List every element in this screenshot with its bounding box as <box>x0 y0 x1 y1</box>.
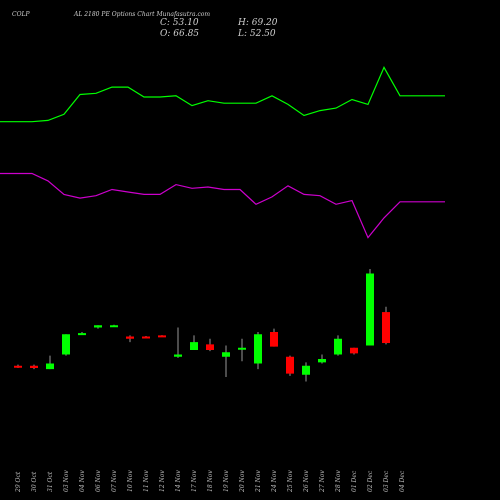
candle-body <box>110 325 118 328</box>
x-tick-label: 29 Oct <box>15 471 22 493</box>
candle-body <box>382 312 390 344</box>
candle-body <box>94 325 102 328</box>
x-tick-label: 02 Dec <box>367 470 374 492</box>
candle-body <box>302 365 310 375</box>
indicator-lines <box>0 66 445 239</box>
x-axis-ticks: 29 Oct 30 Oct 31 Oct 03 Nov 04 Nov 06 Nov 07 N… <box>15 470 406 493</box>
candle-body <box>174 354 182 357</box>
header-open: O: 66.85 <box>160 29 199 39</box>
x-tick-label: 07 Nov <box>111 470 118 492</box>
indicator-line-1 <box>0 66 445 123</box>
x-tick-label: 11 Nov <box>143 470 150 492</box>
x-tick-label: 27 Nov <box>319 470 326 493</box>
candle-body <box>254 334 262 364</box>
header-title: AL 2180 PE Options Chart Munafasutra.com <box>73 11 210 18</box>
candle-body <box>350 347 358 354</box>
candle-body <box>46 363 54 370</box>
x-tick-label: 17 Nov <box>191 470 198 492</box>
candle-body <box>30 365 38 368</box>
x-tick-label: 06 Nov <box>95 470 102 492</box>
x-tick-label: 03 Dec <box>383 470 390 492</box>
x-tick-label: 10 Nov <box>127 470 134 492</box>
header-high: H: 69.20 <box>237 18 278 28</box>
x-tick-label: 01 Dec <box>351 470 358 492</box>
candle-body <box>286 356 294 374</box>
x-tick-label: 18 Nov <box>207 470 214 492</box>
x-tick-label: 25 Nov <box>287 470 294 493</box>
x-tick-label: 31 Oct <box>47 471 54 492</box>
candle-body <box>14 365 22 368</box>
candle-body <box>190 342 198 350</box>
x-tick-label: 14 Nov <box>175 470 182 492</box>
x-tick-label: 19 Nov <box>223 470 230 492</box>
candlesticks <box>14 269 390 382</box>
x-tick-label: 04 Dec <box>399 470 406 492</box>
candle-body <box>318 359 326 363</box>
candle-body <box>334 338 342 355</box>
x-tick-label: 26 Nov <box>303 470 310 493</box>
candle-body <box>206 344 214 350</box>
candle-body <box>222 352 230 357</box>
x-tick-label: 21 Nov <box>255 470 262 493</box>
indicator-line-2 <box>0 172 445 239</box>
candle-body <box>366 273 374 346</box>
candle-body <box>62 334 70 355</box>
header-close: C: 53.10 <box>160 18 199 28</box>
x-tick-label: 24 Nov <box>271 470 278 493</box>
header-low: L: 52.50 <box>237 29 276 39</box>
candle-body <box>238 347 246 350</box>
candle-body <box>78 333 86 336</box>
x-tick-label: 30 Oct <box>31 471 38 492</box>
candle-body <box>270 332 278 347</box>
x-tick-label: 03 Nov <box>63 470 70 492</box>
header-symbol: COLP <box>12 11 30 18</box>
candle-body <box>158 335 166 338</box>
x-tick-label: 12 Nov <box>159 470 166 492</box>
x-tick-label: 28 Nov <box>335 470 342 493</box>
candle-body <box>142 336 150 339</box>
candle-body <box>126 336 134 339</box>
x-tick-label: 20 Nov <box>239 470 246 493</box>
x-tick-label: 04 Nov <box>79 470 86 492</box>
